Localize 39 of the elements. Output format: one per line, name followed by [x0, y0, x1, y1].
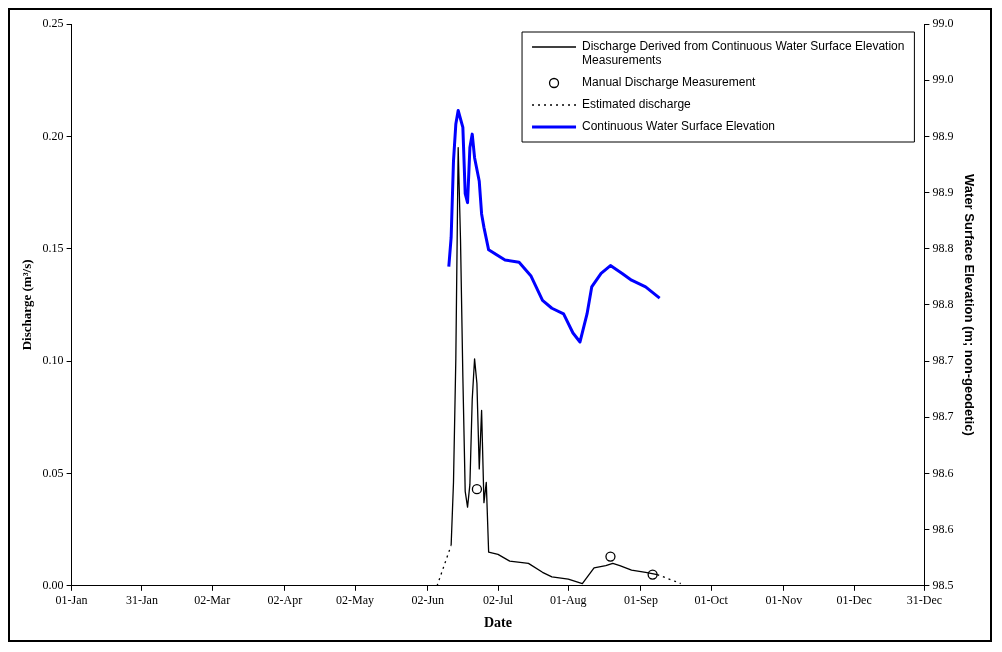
x-tick-label: 01-Dec — [836, 593, 872, 608]
x-tick-label: 02-May — [336, 593, 375, 608]
x-tick-label: 01-Aug — [549, 593, 587, 608]
y2-tick-label: 98.7 — [932, 409, 954, 424]
legend-label: Discharge Derived from Continuous Water Surface Elevation Measurements — [582, 39, 905, 68]
point — [605, 551, 616, 562]
x-tick-label: 02-Jul — [483, 593, 514, 608]
x-tick-label: 01-Oct — [694, 593, 729, 608]
legend-label: Manual Discharge Measurement — [582, 75, 757, 90]
y2-axis-title: Water Surface Elevation (m; non-geodetic) — [961, 174, 977, 436]
y2-tick-label: 98.9 — [932, 128, 954, 143]
x-tick-label: 01-Sep — [623, 593, 658, 608]
x-axis-title: Date — [484, 615, 512, 631]
y2-tick-label: 98.6 — [932, 521, 954, 536]
y-axis-title: Discharge (m³/s) — [19, 259, 35, 351]
x-tick-label: 02-Jun — [411, 593, 445, 608]
y2-tick-label: 98.6 — [932, 465, 954, 480]
x-tick-label: 01-Nov — [765, 593, 803, 608]
y-tick-label: 0.15 — [42, 240, 64, 255]
y2-tick-label: 98.8 — [932, 240, 954, 255]
x-tick-label: 31-Jan — [125, 593, 158, 608]
y-tick-label: 0.10 — [42, 353, 64, 368]
y2-tick-label: 98.5 — [932, 577, 954, 592]
legend-label: Estimated discharge — [582, 97, 692, 112]
y-tick-label: 0.20 — [42, 128, 64, 143]
y2-tick-label: 98.9 — [932, 184, 954, 199]
y-tick-label: 0.00 — [42, 577, 64, 592]
y-tick-label: 0.05 — [42, 465, 64, 480]
legend-label: Continuous Water Surface Elevation — [582, 119, 776, 134]
x-tick-label: 31-Dec — [906, 593, 943, 608]
x-tick-label: 02-Mar — [194, 593, 231, 608]
y2-tick-label: 99.0 — [932, 72, 954, 87]
x-tick-label: 02-Apr — [267, 593, 303, 608]
y2-tick-label: 98.8 — [932, 297, 954, 312]
y2-tick-label: 98.7 — [932, 353, 954, 368]
y2-tick-label: 99.0 — [932, 16, 954, 31]
x-tick-label: 01-Jan — [55, 593, 88, 608]
point — [471, 484, 483, 495]
y-tick-label: 0.25 — [42, 16, 64, 31]
